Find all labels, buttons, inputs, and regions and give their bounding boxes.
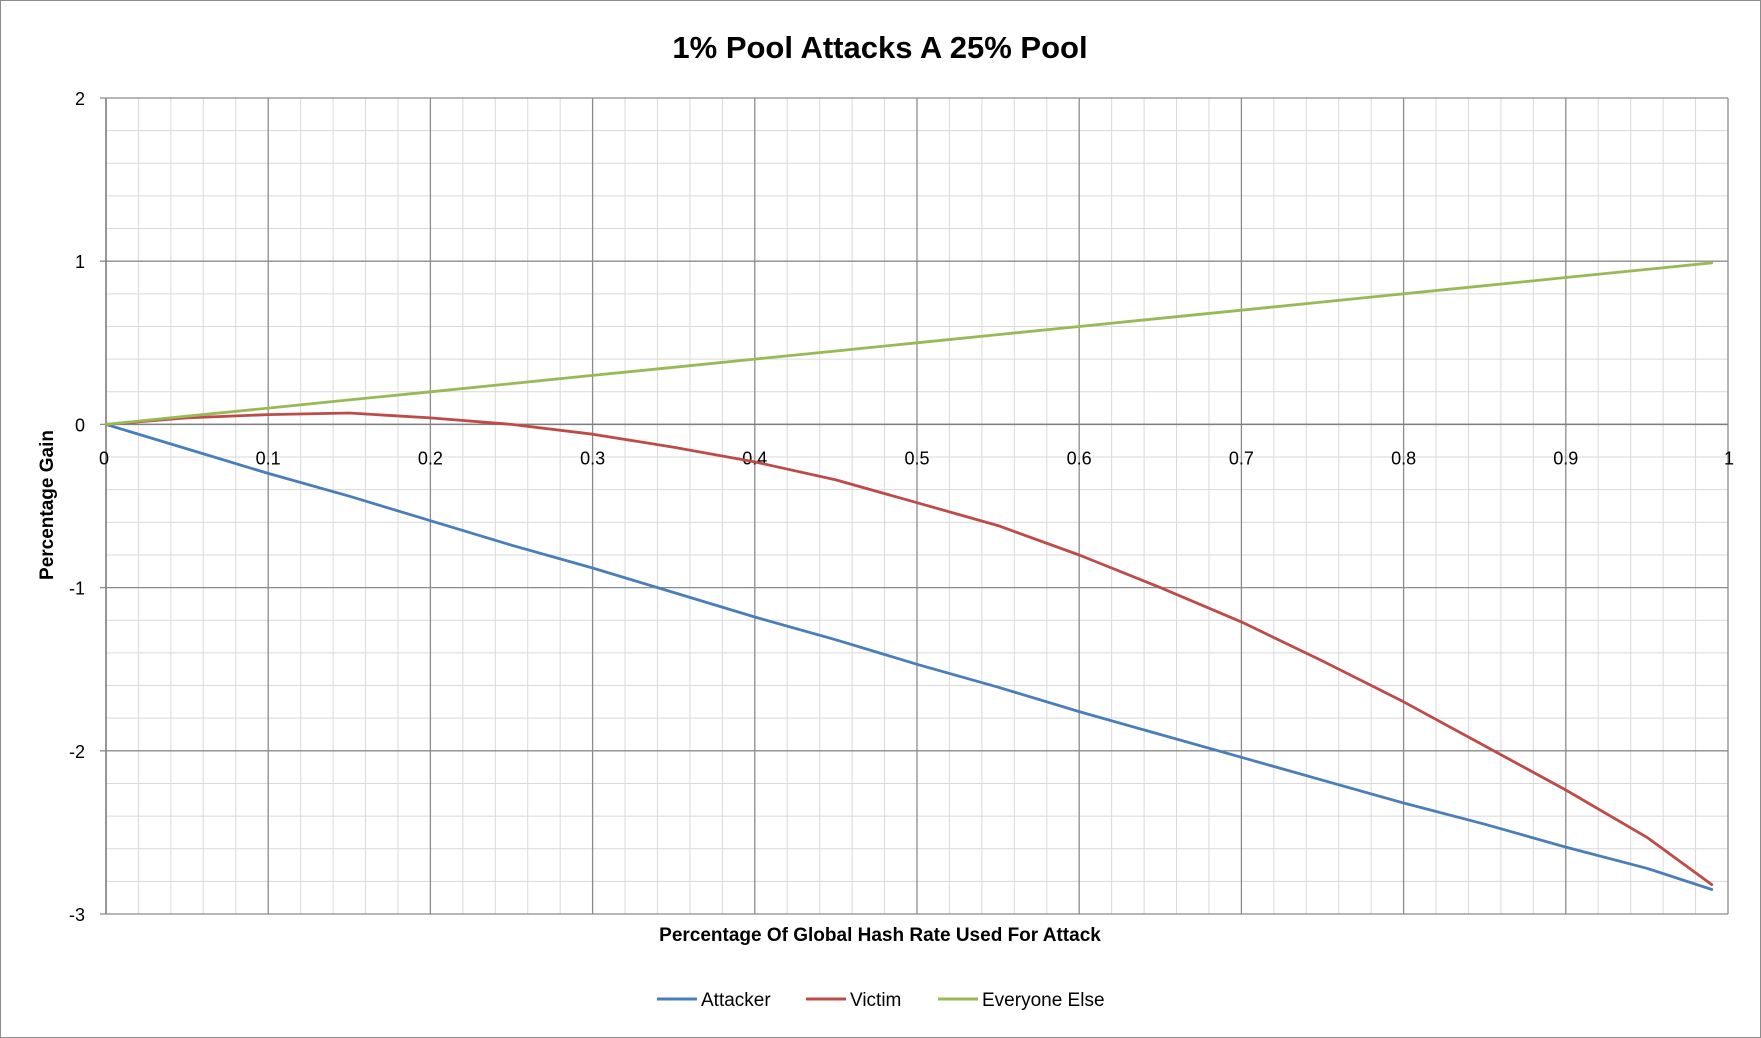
y-tick-label: -3 <box>69 905 85 925</box>
x-tick-label: 0.3 <box>580 448 605 468</box>
y-tick-label: -2 <box>69 742 85 762</box>
series-line-victim <box>104 411 1714 886</box>
y-tick-label: -1 <box>69 579 85 599</box>
legend-label-victim: Victim <box>850 990 901 1011</box>
x-tick-label: 1 <box>1724 448 1734 468</box>
chart-title: 1% Pool Attacks A 25% Pool <box>672 30 1087 65</box>
x-axis-title: Percentage Of Global Hash Rate Used For … <box>659 925 1101 946</box>
x-tick-label: 0.4 <box>742 448 767 468</box>
y-axis-title: Percentage Gain <box>37 430 58 580</box>
legend: Attacker Victim Everyone Else <box>657 990 1105 1011</box>
x-tick-label: 0.5 <box>904 448 929 468</box>
x-tick-label: 0.1 <box>256 448 281 468</box>
x-tick-label: 0.8 <box>1391 448 1416 468</box>
y-tick-label: 0 <box>75 415 85 435</box>
x-tick-label: 0 <box>99 448 109 468</box>
y-tick-label: 2 <box>75 89 85 109</box>
x-tick-label: 0.7 <box>1229 448 1254 468</box>
series-line-everyone-else <box>104 261 1714 426</box>
tick-labels: 0 0.1 0.2 0.3 0.4 0.5 0.6 0.7 0.8 0.9 1 2 1 0 -1 -2 -3 <box>69 89 1734 925</box>
x-tick-label: 0.6 <box>1067 448 1092 468</box>
grid <box>100 97 1729 915</box>
x-tick-label: 0.9 <box>1553 448 1578 468</box>
y-tick-label: 1 <box>75 252 85 272</box>
series-lines <box>104 261 1714 891</box>
series-line-attacker <box>104 422 1714 891</box>
x-tick-label: 0.2 <box>418 448 443 468</box>
legend-label-attacker: Attacker <box>701 990 771 1011</box>
legend-label-everyone-else: Everyone Else <box>982 990 1105 1011</box>
